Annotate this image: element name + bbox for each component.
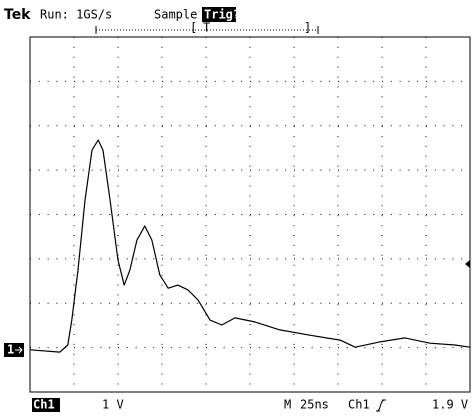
ground-arrow [15, 346, 23, 354]
ground-marker-box [4, 343, 24, 357]
brand: Tek [4, 7, 31, 23]
bracket: ] [304, 21, 311, 35]
edge-symbol [376, 399, 386, 412]
trigger-level: 1.9 V [432, 398, 468, 412]
trigger-source: Ch1 [348, 398, 370, 412]
channel-box [32, 398, 60, 412]
bracket: [ [190, 21, 197, 35]
trigger-level-marker [465, 260, 470, 268]
acq-mode: Sample [154, 8, 197, 22]
vertical-scale: 1 V [102, 398, 124, 412]
run-status: Run: 1GS/s [40, 8, 112, 22]
trig-box [202, 7, 236, 22]
trig-status: Trig? [204, 8, 240, 22]
ground-marker: 1 [7, 343, 14, 357]
waveform [29, 139, 471, 353]
timebase: 25ns [300, 398, 329, 412]
channel: Ch1 [33, 398, 55, 412]
trigger-position: T [203, 21, 210, 35]
timebase-label: M [284, 398, 291, 412]
